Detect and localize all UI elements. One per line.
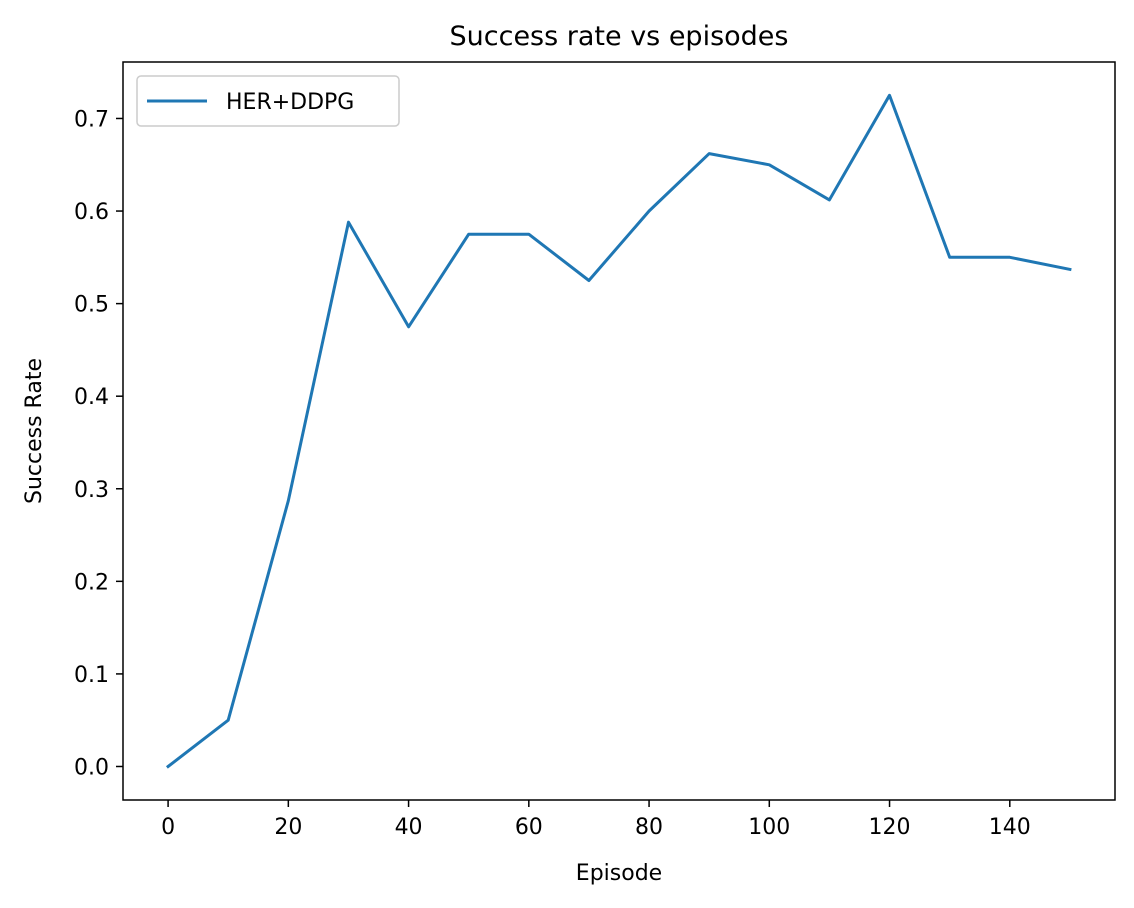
x-axis: 0 20 40 60 80 100 120 140 — [161, 800, 1031, 840]
y-tick-label: 0.0 — [74, 755, 109, 780]
y-tick-label: 0.4 — [74, 385, 109, 410]
y-axis-label: Success Rate — [22, 358, 47, 504]
legend-box — [136, 75, 400, 127]
x-tick-label: 120 — [869, 815, 911, 840]
x-tick-label: 80 — [635, 815, 663, 840]
legend-label: HER+DDPG — [226, 90, 354, 115]
axes-frame — [122, 61, 1116, 801]
x-axis-label: Episode — [576, 861, 662, 886]
y-tick-label: 0.6 — [74, 200, 109, 225]
y-axis: 0.0 0.1 0.2 0.3 0.4 0.5 0.6 0.7 — [74, 107, 123, 780]
series-layer — [165, 93, 1072, 769]
y-tick-label: 0.3 — [74, 478, 109, 503]
x-tick-label: 60 — [515, 815, 543, 840]
chart-title: Success rate vs episodes — [450, 21, 789, 52]
y-tick-label: 0.1 — [74, 663, 109, 688]
x-tick-label: 140 — [989, 815, 1031, 840]
y-tick-label: 0.7 — [74, 107, 109, 132]
series-line-0 — [165, 93, 1072, 769]
x-tick-label: 20 — [274, 815, 302, 840]
x-tick-label: 40 — [395, 815, 423, 840]
legend: HER+DDPG — [136, 75, 400, 127]
y-tick-label: 0.5 — [74, 293, 109, 318]
x-tick-label: 100 — [748, 815, 790, 840]
y-tick-label: 0.2 — [74, 570, 109, 595]
plot-area — [122, 61, 1116, 801]
x-tick-label: 0 — [161, 815, 175, 840]
